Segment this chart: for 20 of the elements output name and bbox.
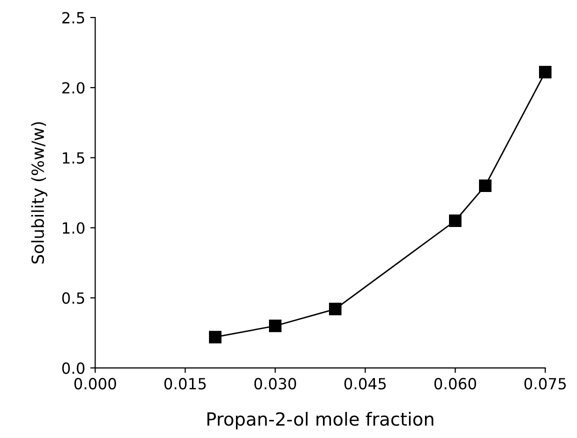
y-tick-label: 1.0	[62, 222, 84, 234]
x-tick-label: 0.000	[74, 378, 116, 390]
y-tick-label: 2.5	[62, 12, 84, 24]
x-tick-label: 0.060	[434, 378, 476, 390]
x-tick-label: 0.030	[254, 378, 296, 390]
point	[328, 302, 342, 316]
x-tick-label: 0.075	[524, 378, 566, 390]
y-tick-label: 0.5	[62, 292, 84, 304]
y-tick-label: 0.0	[62, 362, 84, 374]
point	[449, 214, 462, 227]
x-tick-label: 0.015	[164, 378, 206, 390]
x-axis-title: Propan-2-ol mole fraction	[207, 412, 434, 430]
y-axis-title: Solubility (%w/w)	[31, 122, 48, 264]
point	[539, 66, 552, 78]
point	[268, 320, 282, 332]
point	[208, 330, 222, 344]
y-tick-label: 2.0	[62, 82, 84, 94]
point	[479, 179, 492, 192]
x-tick-label: 0.045	[344, 378, 386, 390]
y-tick-label: 1.5	[62, 152, 84, 164]
